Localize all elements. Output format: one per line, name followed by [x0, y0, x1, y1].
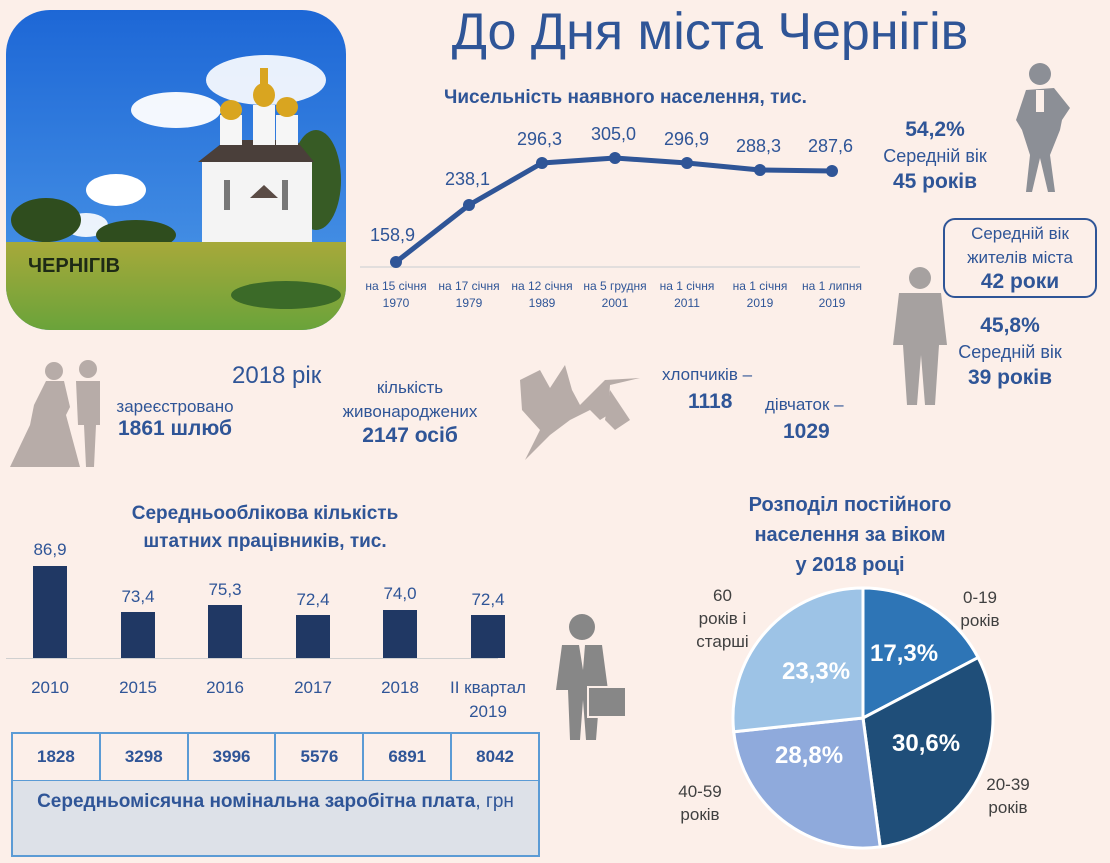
age-pie-title: Розподіл постійного населення за віком у… — [748, 494, 952, 576]
pop-value-3: 305,0 — [591, 124, 637, 144]
wedding-couple-icon — [10, 360, 100, 467]
girls-value: 1029 — [783, 420, 830, 443]
women-stat: 54,2% Середній вік 45 років — [880, 117, 990, 195]
pie-label-20-39: 20-39 років — [986, 775, 1030, 817]
age-pie-chart — [731, 586, 995, 850]
pie-label-60-plus: 60 років і старші — [696, 586, 749, 651]
bar-axis — [6, 658, 498, 659]
woman-silhouette-icon — [1016, 63, 1070, 192]
women-percent: 54,2% — [905, 118, 965, 141]
births-stat: кількість живонароджених 2147 осіб — [342, 378, 478, 447]
pie-label-40-59: 40-59 років — [678, 782, 722, 824]
bar-2017 — [296, 615, 330, 658]
bar-2019q2 — [471, 615, 505, 658]
pie-label-0-19: 0-19 років — [960, 588, 1000, 630]
bar-2015 — [121, 612, 155, 658]
page-title: До Дня міста Чернігів — [451, 3, 969, 61]
population-line — [360, 152, 860, 268]
workers-chart-title: Середньооблікова кількість штатних праці… — [131, 503, 399, 552]
year-2018-heading: 2018 рік — [232, 362, 322, 389]
chernihiv-church-photo: ЧЕРНІГІВ — [6, 10, 346, 330]
boys-label: хлопчиків – — [662, 365, 753, 384]
pop-xlabel-5: на 1 січня 2019 — [732, 279, 788, 310]
pop-xlabel-2: на 12 січня 1989 — [511, 279, 573, 310]
wage-table: 1828 3298 3996 5576 6891 8042 — [11, 732, 540, 782]
pop-value-4: 296,9 — [664, 129, 710, 149]
workers-bar-chart: 86,9 73,4 75,3 72,4 74,0 72,4 — [8, 540, 508, 658]
slice-40-59 — [732, 716, 882, 850]
pop-xlabel-1: на 17 січня 1979 — [438, 279, 500, 310]
bar-2016 — [208, 605, 242, 658]
girls-label: дівчаток – — [765, 395, 844, 414]
pop-xlabel-6: на 1 липня 2019 — [802, 279, 862, 310]
slice-60-plus — [731, 586, 865, 734]
boys-value: 1118 — [688, 390, 733, 413]
bar-2018 — [383, 610, 417, 658]
bar-2010 — [33, 566, 67, 658]
worker-briefcase-icon — [556, 614, 627, 740]
pop-xlabel-0: на 15 січня 1970 — [365, 279, 427, 310]
marriages-stat: зареєстровано 1861 шлюб — [116, 397, 234, 440]
population-line-chart: 158,9 238,1 296,3 305,0 296,9 288,3 287,… — [360, 110, 862, 320]
pop-value-0: 158,9 — [370, 225, 416, 245]
stork-icon — [520, 365, 640, 460]
wage-caption: Середньомісячна номінальна заробітна пла… — [11, 781, 540, 857]
pop-xlabel-3: на 5 грудня 2001 — [583, 279, 647, 310]
men-percent: 45,8% — [980, 314, 1040, 337]
pop-value-1: 238,1 — [445, 169, 491, 189]
pop-value-5: 288,3 — [736, 136, 782, 156]
city-average-age-box: Середній вік жителів міста 42 роки — [943, 218, 1097, 298]
man-silhouette-icon — [893, 267, 947, 405]
pop-xlabel-4: на 1 січня 2011 — [659, 279, 715, 310]
men-stat: 45,8% Середній вік 39 років — [955, 313, 1065, 391]
pop-value-2: 296,3 — [517, 129, 563, 149]
slice-20-39 — [861, 655, 995, 849]
pop-value-6: 287,6 — [808, 136, 854, 156]
svg-text:ЧЕРНІГІВ: ЧЕРНІГІВ — [28, 255, 120, 277]
slice-0-19 — [861, 586, 981, 721]
population-chart-title: Чисельність наявного населення, тис. — [444, 87, 807, 108]
